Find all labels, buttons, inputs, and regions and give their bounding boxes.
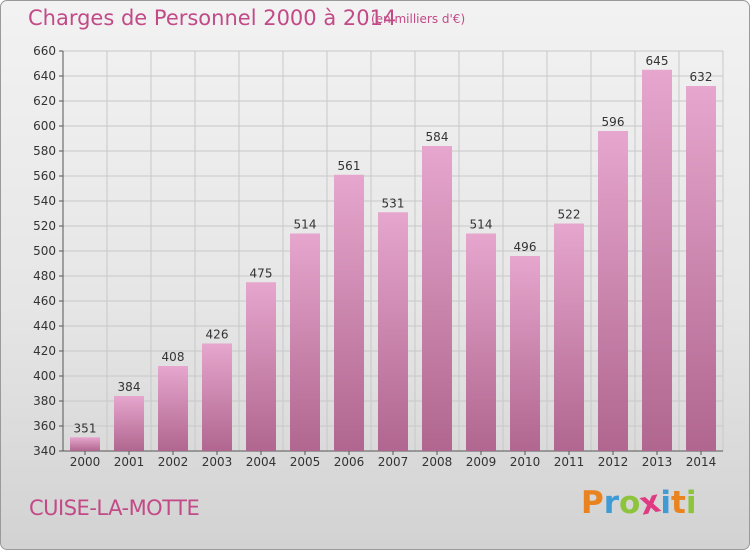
logo-letter: t: [670, 485, 686, 521]
data-label: 384: [118, 380, 141, 394]
data-label: 426: [206, 328, 229, 342]
y-tick-label: 420: [33, 344, 56, 358]
data-label: 632: [690, 70, 713, 84]
data-label: 645: [646, 54, 669, 68]
y-tick-label: 460: [33, 294, 56, 308]
data-label: 408: [162, 350, 185, 364]
data-labels: 351 384 408 426 475 514 561 531 584 514 496 522 596 6…: [74, 54, 713, 436]
y-tick-label: 620: [33, 94, 56, 108]
logo-letter: r: [603, 485, 620, 521]
bar-2008: [422, 146, 452, 451]
x-tick-label: 2003: [202, 455, 233, 469]
x-tick-label: 2005: [290, 455, 321, 469]
bar-2004: [246, 282, 276, 451]
bar-2010: [510, 256, 540, 451]
x-tick-label: 2001: [114, 455, 145, 469]
data-label: 514: [470, 218, 493, 232]
x-tick-label: 2014: [686, 455, 717, 469]
x-tick-label: 2008: [422, 455, 453, 469]
data-label: 584: [426, 130, 449, 144]
bar-2002: [158, 366, 188, 451]
x-tick-label: 2004: [246, 455, 277, 469]
x-tick-label: 2007: [378, 455, 409, 469]
y-tick-label: 480: [33, 269, 56, 283]
bar-2012: [598, 131, 628, 451]
x-tick-label: 2010: [510, 455, 541, 469]
bar-2006: [334, 174, 364, 451]
logo-letter: i: [660, 485, 671, 521]
data-label: 514: [294, 218, 317, 232]
y-tick-label: 520: [33, 219, 56, 233]
x-tick-label: 2009: [466, 455, 497, 469]
x-tick-label: 2002: [158, 455, 189, 469]
x-tick-label: 2013: [642, 455, 673, 469]
city-name: CUISE-LA-MOTTE: [29, 496, 200, 520]
data-label: 475: [250, 266, 273, 280]
y-tick-label: 440: [33, 319, 56, 333]
data-label: 496: [514, 240, 537, 254]
bar-2001: [114, 396, 144, 451]
proxiti-logo[interactable]: Proxiti: [581, 483, 697, 522]
bar-2005: [290, 233, 320, 451]
bar-2014: [686, 86, 716, 451]
bar-2007: [378, 212, 408, 451]
bar-2003: [202, 343, 232, 451]
y-tick-label: 400: [33, 369, 56, 383]
y-tick-label: 380: [33, 394, 56, 408]
y-tick-label: 640: [33, 69, 56, 83]
x-tick-label: 2011: [554, 455, 585, 469]
data-label: 531: [382, 196, 405, 210]
chart-title: Charges de Personnel 2000 à 2014: [28, 6, 397, 30]
bar-2011: [554, 223, 584, 451]
data-label: 596: [602, 115, 625, 129]
logo-letter: o: [619, 485, 641, 521]
x-tick-label: 2006: [334, 455, 365, 469]
x-tick-label: 2000: [70, 455, 101, 469]
y-tick-label: 580: [33, 144, 56, 158]
x-tick-label: 2012: [598, 455, 629, 469]
y-tick-label: 660: [33, 44, 56, 58]
y-tick-label: 600: [33, 119, 56, 133]
logo-letter: i: [685, 485, 697, 521]
bar-2000: [70, 437, 100, 451]
bars: [70, 69, 716, 451]
y-tick-label: 340: [33, 444, 56, 458]
y-tick-label: 540: [33, 194, 56, 208]
y-tick-label: 560: [33, 169, 56, 183]
data-label: 522: [558, 208, 581, 222]
logo-letter: P: [581, 485, 604, 521]
bar-2013: [642, 69, 672, 451]
data-label: 561: [338, 159, 361, 173]
bar-2009: [466, 233, 496, 451]
y-tick-label: 500: [33, 244, 56, 258]
y-tick-label: 360: [33, 419, 56, 433]
data-label: 351: [74, 421, 97, 435]
chart-subtitle: (en milliers d'€): [371, 12, 466, 26]
